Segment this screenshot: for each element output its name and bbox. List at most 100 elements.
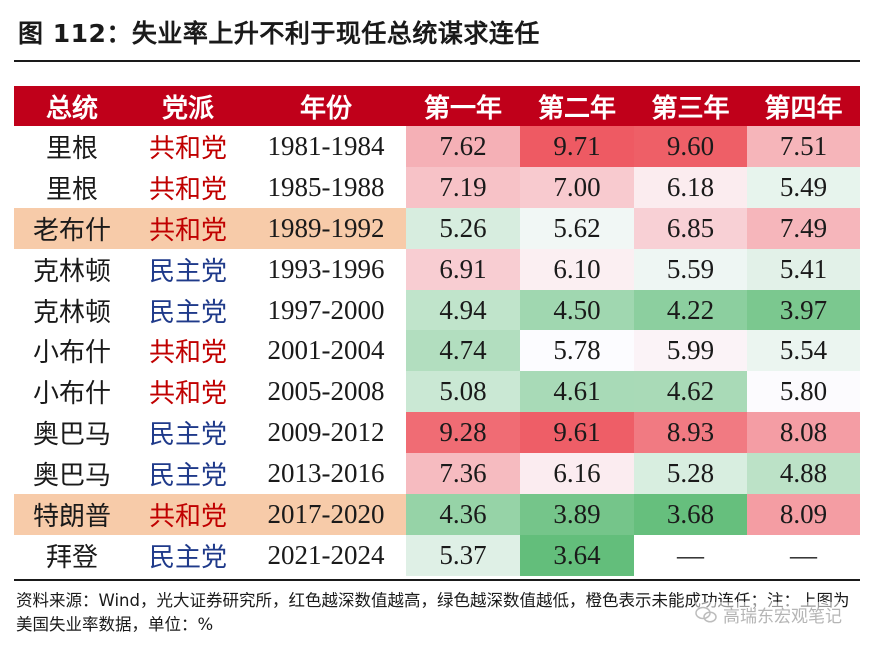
president-cell: 克林顿 — [32, 297, 111, 328]
president-cell: 克林顿 — [32, 256, 111, 287]
table-body: 里根 共和党 1981-1984 7.62 9.71 9.60 7.51 里根 共和党 1985-… — [14, 126, 860, 576]
watermark-text: 高瑞东宏观笔记 — [723, 607, 842, 627]
header-year3: 第三年 — [634, 86, 747, 126]
header-year1: 第一年 — [406, 86, 520, 126]
table-row: 克林顿 民主党 1997-2000 4.94 4.50 4.22 3.97 — [14, 289, 860, 331]
value-cell-year4: 8.08 — [747, 412, 860, 454]
years-cell: 2017-2020 — [246, 494, 406, 535]
bottom-rule — [14, 579, 860, 581]
table-row: 奥巴马 民主党 2009-2012 9.28 9.61 8.93 8.08 — [14, 412, 860, 454]
value-cell-year2: 7.00 — [520, 166, 634, 208]
table-row: 小布什 共和党 2005-2008 5.08 4.61 4.62 5.80 — [14, 371, 860, 413]
value-cell-year4: 4.88 — [747, 453, 860, 495]
table-row: 老布什 共和党 1989-1992 5.26 5.62 6.85 7.49 — [14, 207, 860, 249]
value-cell-year2: 5.62 — [520, 207, 634, 249]
party-cell: 共和党 — [148, 133, 227, 164]
value-cell-year3: 4.62 — [634, 371, 747, 413]
header-year2: 第二年 — [520, 86, 634, 126]
value-cell-year2: 6.10 — [520, 248, 634, 290]
years-cell: 1997-2000 — [267, 294, 385, 325]
president-cell: 里根 — [45, 174, 98, 205]
value-cell-year2: 9.71 — [520, 126, 634, 167]
table-row: 拜登 民主党 2021-2024 5.37 3.64 — — — [14, 534, 860, 576]
value-cell-year3: — — [677, 539, 704, 570]
years-cell: 1985-1988 — [267, 171, 385, 202]
value-cell-year2: 6.16 — [520, 453, 634, 495]
president-cell: 小布什 — [32, 379, 111, 410]
value-cell-year2: 9.61 — [520, 412, 634, 454]
value-cell-year1: 4.36 — [406, 494, 520, 535]
value-cell-year1: 4.94 — [406, 289, 520, 331]
years-cell: 1989-1992 — [246, 207, 406, 249]
years-cell: 2009-2012 — [267, 417, 385, 448]
value-cell-year1: 6.91 — [406, 248, 520, 290]
unemployment-table: 总统 党派 年份 第一年 第二年 第三年 第四年 里根 共和党 1981-1984 7… — [14, 86, 860, 576]
value-cell-year1: 7.19 — [406, 166, 520, 208]
value-cell-year4: 8.09 — [747, 494, 860, 535]
value-cell-year4: 3.97 — [747, 289, 860, 331]
header-years: 年份 — [246, 86, 406, 126]
value-cell-year4: 5.49 — [747, 166, 860, 208]
party-cell: 民主党 — [148, 297, 227, 328]
value-cell-year4: — — [790, 539, 817, 570]
value-cell-year4: 7.49 — [747, 207, 860, 249]
value-cell-year3: 6.85 — [634, 207, 747, 249]
top-rule — [14, 60, 860, 62]
value-cell-year2: 3.89 — [520, 494, 634, 535]
party-cell: 共和党 — [148, 379, 227, 410]
president-cell: 特朗普 — [14, 494, 130, 535]
value-cell-year2: 4.50 — [520, 289, 634, 331]
wechat-icon — [695, 606, 717, 623]
value-cell-year2: 5.78 — [520, 330, 634, 372]
value-cell-year4: 5.80 — [747, 371, 860, 413]
value-cell-year1: 7.36 — [406, 453, 520, 495]
value-cell-year2: 3.64 — [520, 534, 634, 576]
value-cell-year4: 5.54 — [747, 330, 860, 372]
table-row: 里根 共和党 1985-1988 7.19 7.00 6.18 5.49 — [14, 166, 860, 208]
party-cell: 共和党 — [130, 494, 246, 535]
watermark: 高瑞东宏观笔记 — [695, 602, 842, 627]
value-cell-year3: 8.93 — [634, 412, 747, 454]
table-row: 小布什 共和党 2001-2004 4.74 5.78 5.99 5.54 — [14, 330, 860, 372]
value-cell-year3: 9.60 — [634, 126, 747, 167]
president-cell: 里根 — [45, 133, 98, 164]
party-cell: 民主党 — [148, 256, 227, 287]
party-cell: 民主党 — [148, 420, 227, 451]
source-footnote: 资料来源：Wind，光大证券研究所，红色越深数值越高，绿色越深数值越低，橙色表示… — [16, 591, 850, 634]
header-year4: 第四年 — [747, 86, 860, 126]
header-president: 总统 — [14, 86, 130, 126]
years-cell: 2005-2008 — [267, 376, 385, 407]
value-cell-year4: 5.41 — [747, 248, 860, 290]
figure-title: 图 112：失业率上升不利于现任总统谋求连任 — [18, 19, 540, 48]
value-cell-year3: 4.22 — [634, 289, 747, 331]
president-cell: 奥巴马 — [32, 461, 111, 492]
value-cell-year1: 5.26 — [406, 207, 520, 249]
value-cell-year1: 5.37 — [406, 534, 520, 576]
years-cell: 1981-1984 — [267, 130, 385, 161]
party-cell: 民主党 — [148, 542, 227, 573]
party-cell: 共和党 — [148, 338, 227, 369]
president-cell: 老布什 — [14, 207, 130, 249]
header-party: 党派 — [130, 86, 246, 126]
value-cell-year1: 7.62 — [406, 126, 520, 167]
table-header-row: 总统 党派 年份 第一年 第二年 第三年 第四年 — [14, 86, 860, 126]
years-cell: 2001-2004 — [267, 335, 385, 366]
party-cell: 共和党 — [148, 174, 227, 205]
party-cell: 共和党 — [130, 207, 246, 249]
value-cell-year3: 3.68 — [634, 494, 747, 535]
president-cell: 拜登 — [45, 542, 98, 573]
table-row: 奥巴马 民主党 2013-2016 7.36 6.16 5.28 4.88 — [14, 453, 860, 495]
years-cell: 2021-2024 — [267, 539, 385, 570]
value-cell-year2: 4.61 — [520, 371, 634, 413]
table-row: 里根 共和党 1981-1984 7.62 9.71 9.60 7.51 — [14, 126, 860, 167]
value-cell-year3: 5.28 — [634, 453, 747, 495]
party-cell: 民主党 — [148, 461, 227, 492]
table-row: 特朗普 共和党 2017-2020 4.36 3.89 3.68 8.09 — [14, 494, 860, 535]
president-cell: 小布什 — [32, 338, 111, 369]
value-cell-year1: 4.74 — [406, 330, 520, 372]
value-cell-year3: 5.59 — [634, 248, 747, 290]
value-cell-year1: 9.28 — [406, 412, 520, 454]
president-cell: 奥巴马 — [32, 420, 111, 451]
value-cell-year3: 6.18 — [634, 166, 747, 208]
value-cell-year4: 7.51 — [747, 126, 860, 167]
